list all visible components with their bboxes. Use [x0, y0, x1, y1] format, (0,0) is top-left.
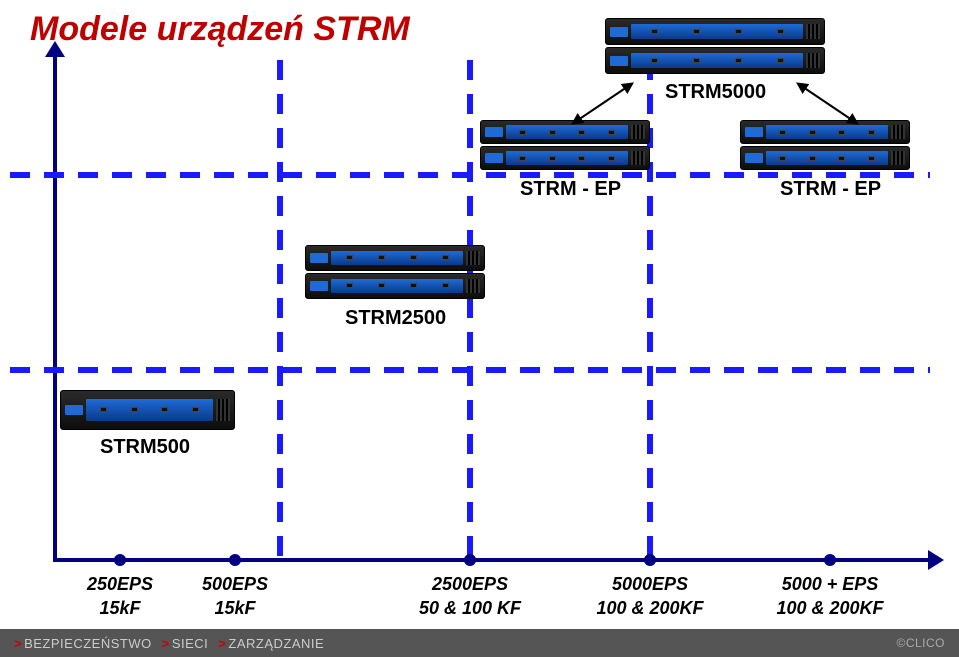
tick-label-top: 2500EPS — [380, 574, 560, 595]
footer-brand: ©CLICO — [896, 636, 945, 650]
chevron-icon: > — [14, 636, 22, 651]
tick-label-top: 5000 + EPS — [740, 574, 920, 595]
tick-dot — [229, 554, 241, 566]
footer-item: >ZARZĄDZANIE — [218, 636, 334, 651]
device-label: STRM - EP — [780, 178, 881, 201]
device-label: STRM5000 — [665, 81, 766, 104]
footer-item: >BEZPIECZEŃSTWO — [14, 636, 162, 651]
footer-item: >SIECI — [162, 636, 219, 651]
chevron-icon: > — [218, 636, 226, 651]
tick-label-bottom: 100 & 200KF — [560, 598, 740, 619]
footer-bar: >BEZPIECZEŃSTWO >SIECI >ZARZĄDZANIE ©CLI… — [0, 629, 959, 657]
x-axis — [53, 558, 928, 562]
tick-dot — [464, 554, 476, 566]
x-axis-arrow — [928, 550, 944, 570]
y-axis — [53, 55, 57, 562]
tick-label-bottom: 50 & 100 KF — [380, 598, 560, 619]
device-strm500 — [60, 390, 235, 430]
device-label: STRM2500 — [345, 307, 446, 330]
tick-dot — [644, 554, 656, 566]
tick-label-bottom: 15kF — [145, 598, 325, 619]
device-strm_ep1 — [480, 120, 650, 170]
device-label: STRM - EP — [520, 178, 621, 201]
tick-label-top: 5000EPS — [560, 574, 740, 595]
tick-dot — [114, 554, 126, 566]
device-strm2500 — [305, 245, 485, 299]
device-strm_ep2 — [740, 120, 910, 170]
tick-label-bottom: 100 & 200KF — [740, 598, 920, 619]
slide-title: Modele urządzeń STRM — [30, 10, 410, 49]
chevron-icon: > — [162, 636, 170, 651]
tick-label-top: 500EPS — [145, 574, 325, 595]
tick-dot — [824, 554, 836, 566]
device-strm5000 — [605, 18, 825, 74]
device-label: STRM500 — [100, 436, 190, 459]
y-axis-arrow — [45, 41, 65, 57]
